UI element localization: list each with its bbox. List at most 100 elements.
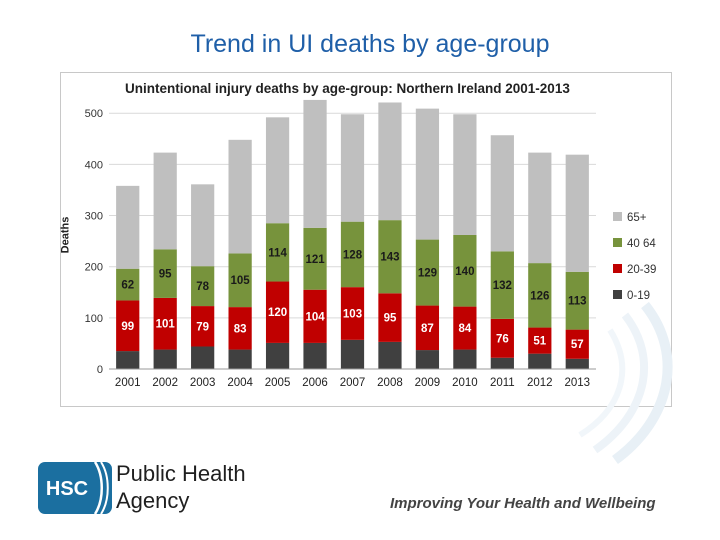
x-tick-label: 2004: [227, 377, 253, 389]
y-axis-label: Deaths: [59, 216, 72, 254]
bar-segment: [265, 281, 290, 343]
data-label: 57: [571, 339, 584, 351]
logo-text: HSC: [46, 478, 88, 500]
legend-swatch: [613, 264, 622, 273]
data-label: 83: [234, 323, 247, 335]
hsc-logo: HSC: [38, 462, 112, 514]
tagline: Improving Your Health and Wellbeing: [390, 495, 656, 512]
data-label: 78: [196, 281, 209, 293]
bar-segment: [303, 289, 327, 343]
x-tick-label: 2002: [152, 377, 178, 389]
slide-title: Trend in UI deaths by age-group: [190, 30, 550, 58]
y-tick-label: 200: [85, 262, 103, 274]
data-label: 105: [231, 275, 251, 287]
bar-segment: [153, 249, 177, 298]
bar-segment: [565, 154, 589, 272]
data-label: 129: [418, 268, 437, 280]
legend-label: 0-19: [627, 290, 650, 302]
legend-label: 20-39: [627, 264, 656, 276]
bar-segment: [265, 117, 290, 224]
x-tick-label: 2001: [115, 377, 141, 389]
bar-segment: [453, 114, 477, 235]
bar-segment: [116, 300, 140, 352]
org-name-line2: Agency: [116, 488, 190, 513]
data-label: 62: [121, 280, 134, 292]
x-tick-label: 2005: [265, 377, 291, 389]
bar-segment: [490, 135, 514, 252]
bar-segment: [153, 297, 177, 350]
bar-segment: [191, 184, 215, 267]
bar-segment: [340, 339, 365, 369]
x-tick-label: 2006: [302, 377, 328, 389]
data-label: 99: [121, 321, 134, 333]
y-tick-label: 0: [97, 364, 103, 376]
chart-container: 0 100 200 300 400 500 99 62 2001 101 95 2002 79 78 200…: [59, 72, 672, 407]
legend-label: 65+: [627, 212, 647, 224]
data-label: 76: [496, 333, 509, 345]
bar-segment: [340, 221, 365, 288]
x-tick-label: 2003: [190, 377, 216, 389]
bar-segment: [378, 293, 402, 342]
x-tick-label: 2008: [377, 377, 403, 389]
data-label: 143: [380, 252, 399, 264]
x-tick-label: 2007: [340, 377, 366, 389]
data-label: 120: [268, 307, 287, 319]
bar-segment: [528, 152, 552, 264]
bar-segment: [490, 357, 514, 369]
data-label: 79: [196, 321, 209, 333]
legend-swatch: [613, 212, 622, 221]
data-label: 104: [305, 311, 325, 323]
data-label: 103: [343, 308, 362, 320]
bar-segment: [565, 271, 589, 330]
bar-segment: [191, 266, 215, 307]
x-tick-label: 2011: [490, 377, 515, 389]
bar-segment: [153, 152, 177, 250]
x-tick-label: 2012: [527, 377, 553, 389]
bar-segment: [453, 306, 477, 350]
bar-segment: [116, 268, 140, 301]
bar-segment: [528, 327, 552, 354]
watermark-swoosh: [578, 301, 673, 465]
bar-segment: [228, 139, 252, 254]
data-label: 87: [421, 323, 434, 335]
bar-segment: [415, 305, 440, 351]
x-tick-label: 2013: [564, 377, 590, 389]
bar-segment: [378, 220, 402, 294]
chart-title: Unintentional injury deaths by age-group…: [125, 81, 570, 96]
bar-segment: [490, 251, 514, 319]
y-tick-label: 100: [85, 313, 103, 325]
bar-segment: [303, 227, 327, 290]
bar-segment: [415, 108, 440, 240]
bar-segment: [228, 253, 252, 308]
x-tick-label: 2010: [452, 377, 478, 389]
y-tick-label: 300: [85, 211, 103, 223]
legend-swatch: [613, 290, 622, 299]
bar-segment: [528, 263, 552, 328]
data-label: 132: [493, 280, 512, 292]
bar-segment: [340, 287, 365, 340]
data-label: 51: [533, 336, 546, 348]
bar-segment: [565, 358, 589, 369]
legend-swatch: [613, 238, 622, 247]
bar-segment: [490, 318, 514, 358]
y-tick-label: 500: [85, 108, 103, 120]
data-label: 140: [455, 266, 474, 278]
y-tick-label: 400: [85, 159, 103, 171]
bar-segment: [378, 102, 402, 221]
bar-segment: [453, 234, 477, 307]
bar-segment: [303, 342, 327, 369]
bar-segment: [415, 239, 440, 306]
bar-segment: [453, 349, 477, 369]
data-label: 128: [343, 249, 363, 261]
bar-segment: [528, 353, 552, 369]
bar-segment: [340, 114, 365, 222]
legend-label: 40 64: [627, 238, 656, 250]
data-label: 95: [384, 313, 397, 325]
bar-segment: [153, 349, 177, 369]
org-name: Public Health Agency: [116, 460, 246, 514]
data-label: 126: [530, 290, 549, 302]
bar-segment: [116, 185, 140, 269]
bar-segment: [116, 351, 140, 369]
data-label: 113: [568, 296, 587, 308]
bar-segment: [191, 306, 215, 347]
